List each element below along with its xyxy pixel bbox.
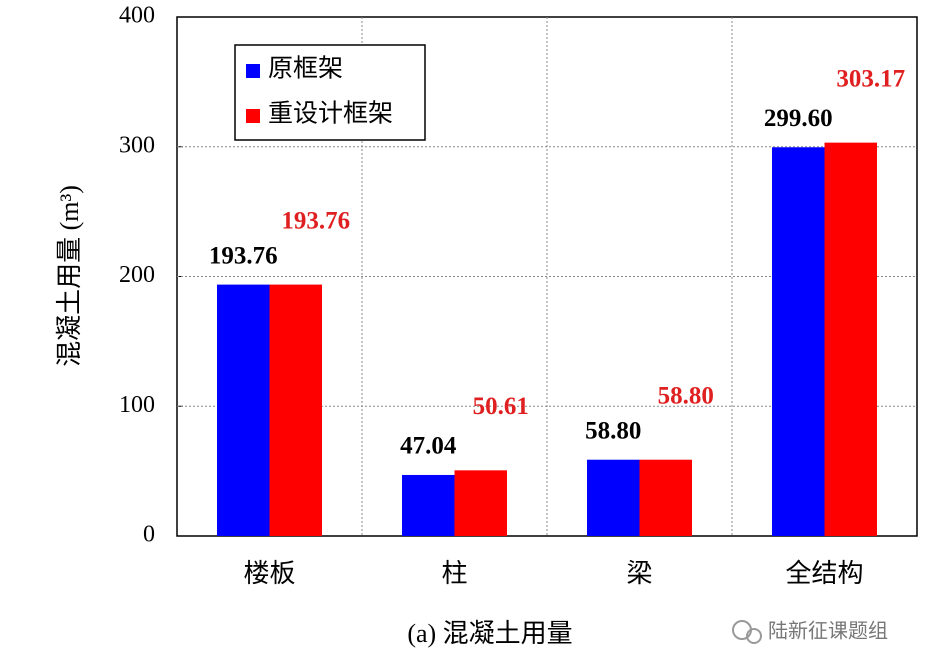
watermark: 陆新征课题组 xyxy=(768,619,888,643)
bar xyxy=(772,147,825,537)
x-tick-label: 梁 xyxy=(626,559,652,588)
bar xyxy=(454,470,507,536)
y-tick-label: 400 xyxy=(119,3,155,29)
watermark-icon xyxy=(732,620,762,644)
x-tick-label: 楼板 xyxy=(243,559,295,588)
value-label: 193.76 xyxy=(209,242,278,269)
legend-swatch xyxy=(246,109,260,123)
y-tick-label: 0 xyxy=(143,522,155,548)
x-tick-label: 柱 xyxy=(441,559,467,588)
legend-swatch xyxy=(246,64,260,78)
bar xyxy=(587,459,640,536)
legend-label: 原框架 xyxy=(268,55,343,83)
caption: (a) 混凝土用量 xyxy=(407,619,572,648)
bar xyxy=(639,459,692,536)
y-tick-label: 100 xyxy=(119,392,155,418)
y-tick-label: 200 xyxy=(119,262,155,288)
legend-box xyxy=(234,44,426,141)
value-label: 299.60 xyxy=(764,105,833,132)
bar xyxy=(217,284,270,536)
y-axis-label: 混凝土用量 (m³) xyxy=(55,185,84,367)
bar xyxy=(269,284,322,536)
value-label: 193.76 xyxy=(281,207,350,234)
value-label: 58.80 xyxy=(658,382,714,409)
value-label: 58.80 xyxy=(585,417,641,444)
bar xyxy=(824,142,877,536)
value-label: 303.17 xyxy=(836,65,905,92)
bar xyxy=(402,474,455,536)
x-tick-label: 全结构 xyxy=(785,559,863,588)
y-tick-label: 300 xyxy=(119,132,155,158)
value-label: 47.04 xyxy=(400,433,457,460)
value-label: 50.61 xyxy=(473,393,529,420)
category-separators xyxy=(361,17,733,536)
legend-label: 重设计框架 xyxy=(268,100,393,128)
